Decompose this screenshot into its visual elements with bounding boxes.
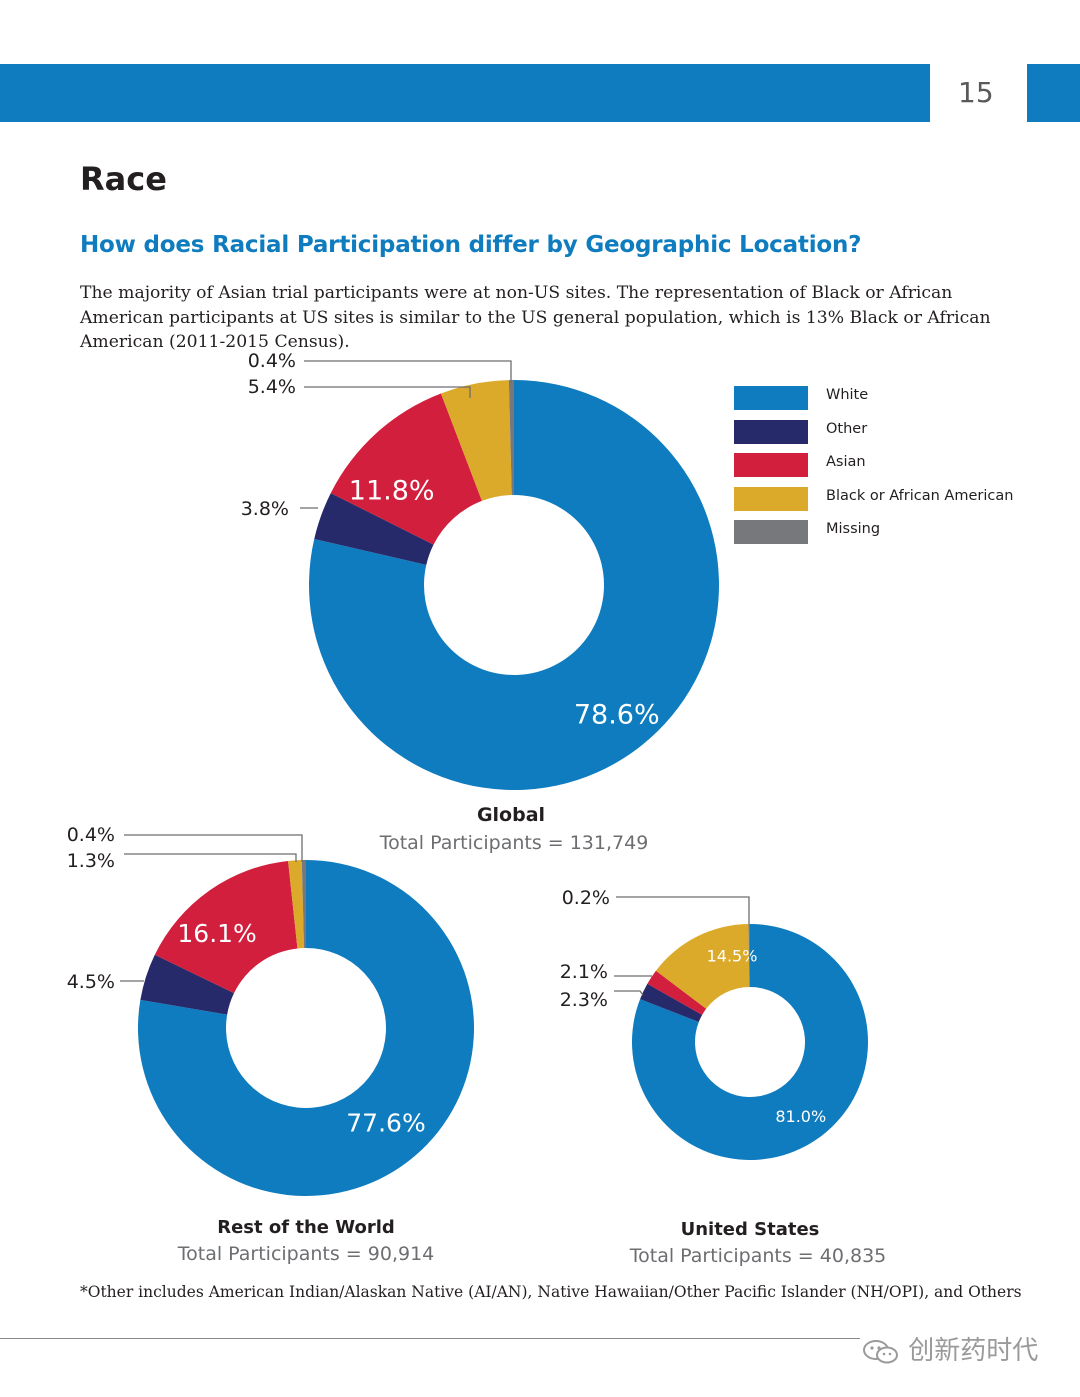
legend-swatch-black: [734, 486, 808, 511]
legend-label-asian: Asian: [826, 454, 866, 471]
rest-of-the-world-label-asian: 16.1%: [177, 919, 256, 948]
united-states-label-other: 2.3%: [560, 989, 608, 1011]
global-slice-black-or-african-american: [440, 380, 512, 501]
rest-of-the-world-slice-asian: [154, 860, 298, 994]
legend-label-missing: Missing: [826, 521, 881, 538]
footnote: *Other includes American Indian/Alaskan …: [80, 1283, 1022, 1301]
subtitle: How does Racial Participation differ by …: [80, 232, 862, 258]
united-states-slice-other: [640, 983, 703, 1023]
legend-swatch-missing: [734, 520, 808, 545]
rest-of-the-world-label-black-or-african-american: 1.3%: [67, 850, 115, 872]
wechat-icon: [863, 1339, 898, 1363]
rest-of-the-world-slice-black-or-african-american: [288, 860, 304, 949]
rest-of-the-world-label-missing: 0.4%: [67, 824, 115, 846]
legend-label-black: Black or African American: [826, 487, 1014, 504]
rest-of-the-world-slice-missing: [301, 860, 306, 949]
legend-swatch-white: [734, 386, 808, 410]
global-slice-white: [309, 380, 719, 791]
united-states-slice-black-or-african-american: [655, 924, 750, 1009]
rest-of-the-world-chart-subtitle: Total Participants = 90,914: [177, 1243, 435, 1265]
global-chart-subtitle: Total Participants = 131,749: [379, 832, 649, 854]
bottom-rule: [0, 1338, 860, 1339]
united-states-label-missing: 0.2%: [562, 887, 610, 909]
united-states-slice-asian: [647, 970, 707, 1015]
watermark: 创新药时代: [862, 1330, 1038, 1367]
rest-of-the-world-slice-other: [140, 954, 235, 1015]
global-label-missing: 0.4%: [248, 350, 296, 372]
rest-of-the-world-label-other: 4.5%: [67, 971, 115, 993]
legend-label-other: Other: [826, 420, 868, 437]
legend-label-white: White: [826, 387, 869, 403]
united-states-slice-white: [632, 924, 869, 1160]
watermark-text: 创新药时代: [908, 1336, 1039, 1366]
united-states-leader-missing: [616, 896, 750, 924]
header-bar: [0, 64, 930, 122]
section-title: Race: [80, 160, 167, 198]
united-states-chart-title: United States: [681, 1219, 820, 1240]
global-leader-missing: [304, 360, 512, 383]
rest-of-the-world-slice-white: [138, 860, 475, 1196]
united-states-slice-missing: [748, 924, 750, 988]
united-states-leader-other: [614, 990, 644, 996]
united-states-label-black-or-african-american: 14.5%: [707, 946, 758, 965]
global-slice-other: [314, 493, 434, 565]
legend-swatch-other: [734, 419, 808, 444]
global-label-asian: 11.8%: [349, 475, 435, 506]
rest-of-the-world-label-white: 77.6%: [346, 1108, 425, 1137]
intro-text: The majority of Asian trial participants…: [80, 283, 991, 352]
global-label-black-or-african-american: 5.4%: [248, 376, 296, 398]
global-label-white: 78.6%: [574, 700, 660, 731]
legend-swatch-asian: [734, 453, 808, 478]
rest-of-the-world-leader-missing: [124, 834, 303, 862]
global-slice-missing: [508, 380, 514, 496]
global-leader-black-or-african-american: [304, 386, 471, 398]
united-states-label-asian: 2.1%: [560, 961, 608, 983]
page-number: 15: [958, 76, 994, 109]
rest-of-the-world-chart-title: Rest of the World: [217, 1217, 395, 1238]
global-chart-title: Global: [477, 804, 545, 826]
united-states-chart-subtitle: Total Participants = 40,835: [629, 1245, 887, 1267]
united-states-label-white: 81.0%: [775, 1107, 826, 1126]
rest-of-the-world-leader-black-or-african-american: [124, 853, 297, 862]
global-slice-asian: [330, 393, 482, 545]
global-label-other: 3.8%: [241, 498, 289, 520]
header-bar-tab: [1027, 64, 1080, 122]
